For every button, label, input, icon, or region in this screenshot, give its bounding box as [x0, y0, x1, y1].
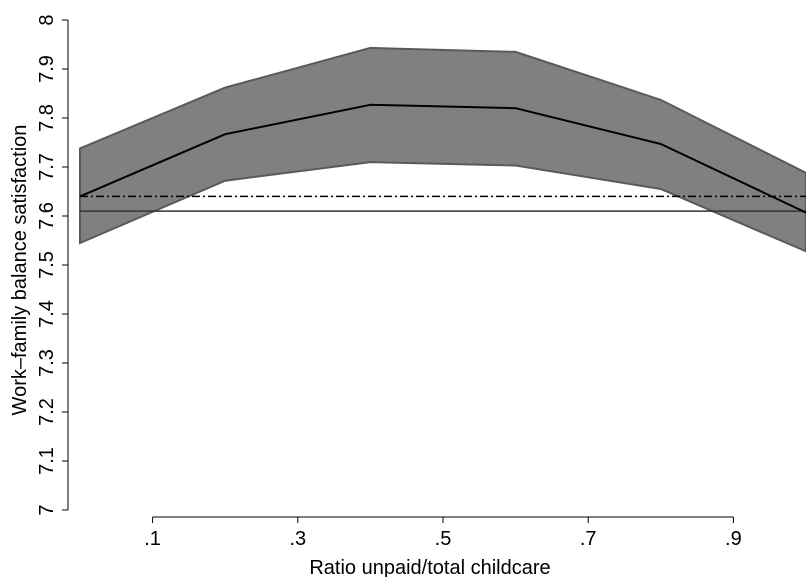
x-tick-label: .7 [580, 528, 597, 550]
y-axis-ticks: 7 7.1 7.2 7.3 7.4 7.5 7.6 7.7 7.8 7.9 8 [36, 14, 68, 516]
y-tick-label: 7.9 [36, 55, 58, 83]
x-tick-label: .5 [435, 528, 452, 550]
reference-lines-layer [80, 195, 806, 212]
series-line-0 [79, 103, 806, 214]
x-axis-title: Ratio unpaid/total childcare [309, 557, 550, 577]
y-tick-label: 7.7 [36, 153, 58, 181]
y-tick-label: 7 [36, 504, 58, 515]
confidence-band [79, 46, 806, 253]
y-tick-label: 7.4 [36, 300, 58, 328]
x-tick-label: .9 [725, 528, 742, 550]
y-tick-label: 7.3 [36, 349, 58, 377]
x-tick-label: .3 [289, 528, 306, 550]
y-tick-label: 8 [36, 14, 58, 25]
y-tick-label: 7.6 [36, 202, 58, 230]
y-axis-title: Work–family balance satisfaction [9, 125, 31, 416]
confidence-band-layer [79, 46, 806, 253]
y-tick-label: 7.1 [36, 447, 58, 475]
y-tick-label: 7.8 [36, 104, 58, 132]
y-tick-label: 7.5 [36, 251, 58, 279]
x-tick-label: .1 [144, 528, 161, 550]
x-axis-ticks: .1 .3 .5 .7 .9 [144, 517, 742, 550]
y-tick-label: 7.2 [36, 398, 58, 426]
